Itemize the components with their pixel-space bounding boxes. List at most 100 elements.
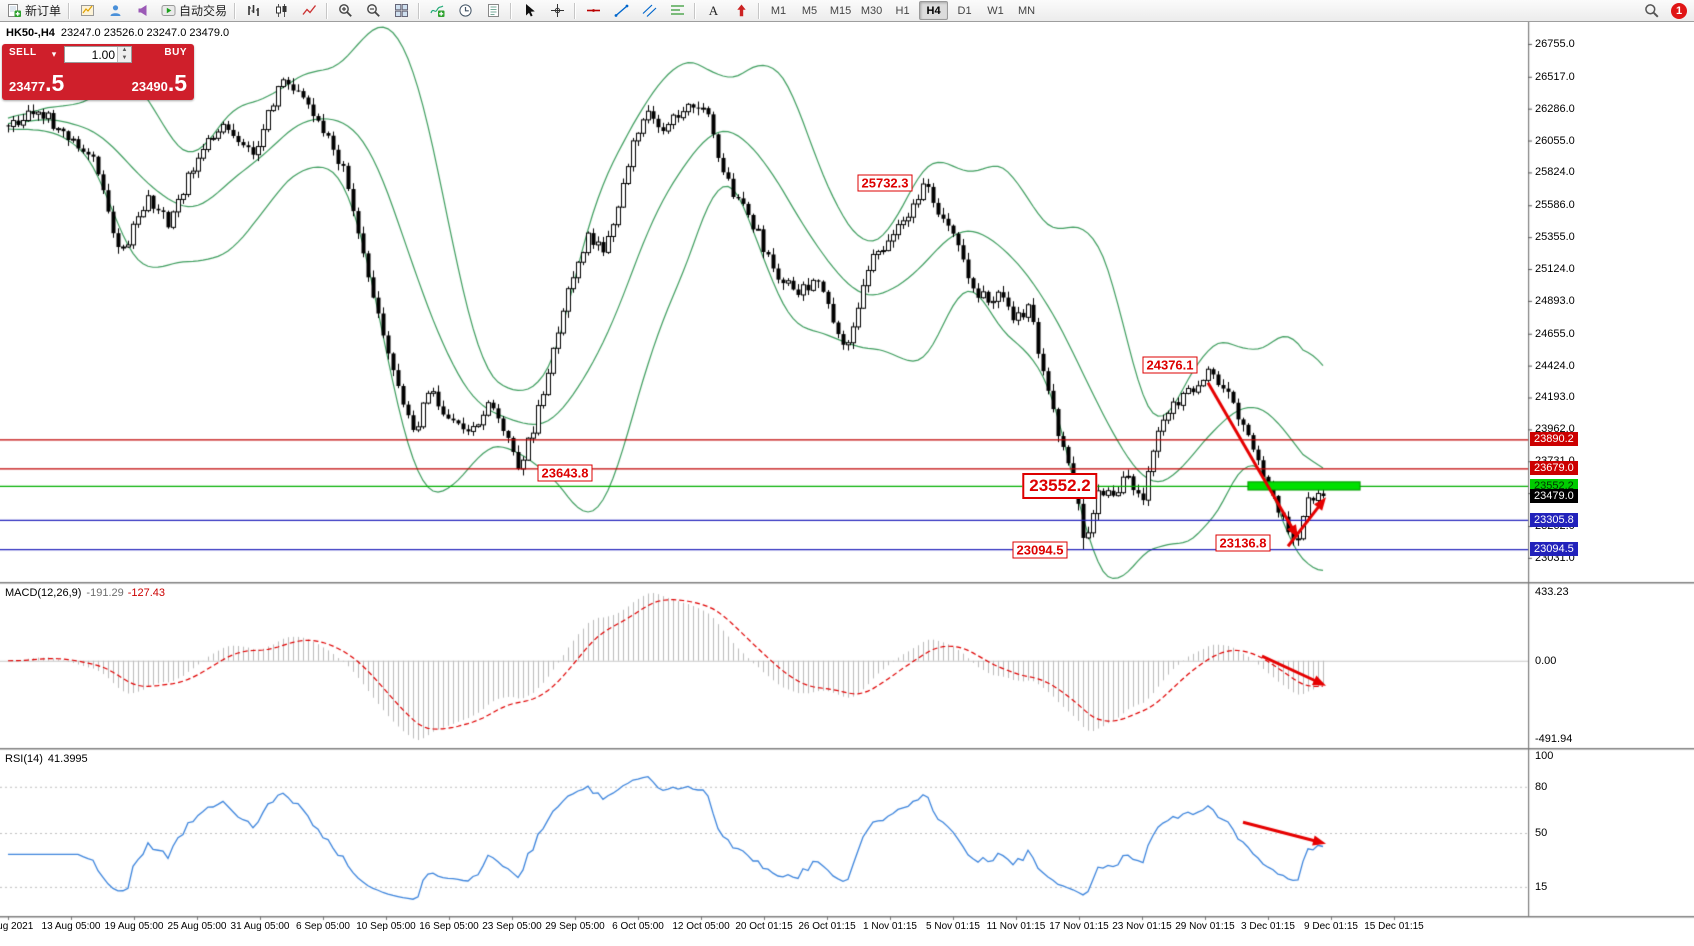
timeframe-h1-button[interactable]: H1	[895, 4, 910, 17]
price-annotation[interactable]: 23136.8	[1215, 534, 1271, 552]
indicators-button[interactable]	[423, 0, 451, 22]
timeframe-h4-button[interactable]: H4	[919, 1, 949, 20]
trendline-icon	[614, 3, 629, 18]
macd-axis-label: 433.23	[1535, 586, 1569, 598]
price-badge: 23305.8	[1530, 512, 1578, 527]
price-annotation[interactable]: 23552.2	[1022, 472, 1098, 499]
timeframe-w1-button[interactable]: W1	[987, 4, 1004, 17]
chart-canvas[interactable]	[0, 22, 1694, 946]
toolbar-separator	[68, 2, 71, 19]
crosshair-button[interactable]	[543, 0, 571, 22]
chart-area: HK50-,H4 23247.0 23526.0 23247.0 23479.0 …	[0, 22, 1694, 946]
time-axis-label: 6 Oct 05:00	[612, 921, 664, 932]
candles-icon	[274, 3, 289, 18]
volume-input[interactable]: 1.00 ▲ ▼	[64, 46, 132, 63]
arrows-tool-button[interactable]	[727, 0, 755, 22]
price-axis-label: 26755.0	[1535, 37, 1575, 50]
trade-options-dropdown-icon[interactable]: ▾	[51, 49, 57, 59]
ohlc-values: 23247.0 23526.0 23247.0 23479.0	[60, 27, 230, 39]
text-tool-button[interactable]: A	[699, 0, 727, 22]
price-axis-label: 25586.0	[1535, 199, 1575, 212]
macd-axis-label: -491.94	[1535, 733, 1573, 745]
volume-up-button[interactable]: ▲	[118, 47, 131, 55]
tile-windows-icon	[394, 3, 409, 18]
fibonacci-button[interactable]	[663, 0, 691, 22]
search-icon[interactable]	[1637, 0, 1665, 22]
chart-window-button[interactable]	[73, 0, 101, 22]
cursor-icon	[522, 3, 537, 18]
line-chart-icon	[301, 3, 317, 18]
toolbar-separator	[574, 2, 577, 19]
price-axis-label: 26517.0	[1535, 70, 1575, 83]
timeframe-m15-button[interactable]: M15	[829, 4, 852, 17]
time-axis-label: 3 Dec 01:15	[1241, 921, 1295, 932]
price-annotation[interactable]: 23643.8	[537, 464, 593, 482]
trendline-button[interactable]	[607, 0, 635, 22]
zoom-in-icon	[338, 3, 353, 18]
profiles-button[interactable]	[101, 0, 129, 22]
volume-down-button[interactable]: ▼	[118, 54, 131, 62]
auto-trading-icon	[161, 3, 176, 18]
time-axis-label: 11 Nov 01:15	[986, 921, 1046, 932]
buy-price[interactable]: 23490.5	[131, 70, 187, 96]
timeframe-m30-button[interactable]: M30	[860, 4, 883, 17]
timeframe-m5-button[interactable]: M5	[801, 4, 818, 17]
time-axis-label: 9 Dec 01:15	[1304, 921, 1358, 932]
volume-value: 1.00	[91, 47, 115, 62]
volume-stepper: ▲ ▼	[117, 47, 131, 62]
toolbar-separator	[694, 2, 697, 19]
timeframe-mn-button[interactable]: MN	[1017, 4, 1036, 17]
price-annotation[interactable]: 25732.3	[857, 174, 913, 192]
templates-button[interactable]	[479, 0, 507, 22]
price-axis-label: 24193.0	[1535, 391, 1575, 404]
price-axis-label: 26286.0	[1535, 102, 1575, 115]
candle-chart-mode-button[interactable]	[267, 0, 295, 22]
symbol-name: HK50-,H4	[6, 27, 55, 39]
sell-button[interactable]: SELL	[9, 47, 37, 58]
templates-icon	[486, 3, 501, 18]
notification-badge[interactable]: 1	[1671, 2, 1687, 19]
toolbar-right-group: 1	[1637, 0, 1691, 22]
price-axis-label: 25355.0	[1535, 231, 1575, 244]
auto-trading-button[interactable]: 自动交易	[157, 0, 231, 22]
price-annotation[interactable]: 23094.5	[1012, 541, 1068, 559]
timeframe-m1-button[interactable]: M1	[770, 4, 787, 17]
price-badge: 23094.5	[1530, 542, 1578, 557]
horizontal-line-button[interactable]	[579, 0, 607, 22]
bars-icon	[246, 3, 261, 18]
text-icon: A	[706, 3, 721, 18]
buy-button[interactable]: BUY	[164, 47, 187, 58]
price-annotation[interactable]: 24376.1	[1142, 356, 1198, 374]
price-axis-label: 24893.0	[1535, 294, 1575, 307]
fibo-icon	[670, 3, 685, 18]
time-axis-label: 5 Aug 2021	[0, 921, 34, 932]
time-axis-label: 1 Nov 01:15	[863, 921, 917, 932]
rsi-axis-label: 80	[1535, 780, 1548, 793]
time-axis-label: 16 Sep 05:00	[419, 921, 479, 932]
price-badge: 23679.0	[1530, 461, 1578, 476]
zoom-in-button[interactable]	[331, 0, 359, 22]
time-axis-label: 23 Sep 05:00	[482, 921, 542, 932]
channel-button[interactable]	[635, 0, 663, 22]
sell-price[interactable]: 23477.5	[9, 70, 65, 96]
main-toolbar: 新订单 自动交易 A M1 M5 M15 M30 H1 H4 D1 W1 MN 1	[0, 0, 1694, 22]
time-axis-label: 25 Aug 05:00	[167, 921, 227, 932]
line-chart-mode-button[interactable]	[295, 0, 323, 22]
timeframe-d1-button[interactable]: D1	[957, 4, 972, 17]
rsi-axis-label: 100	[1535, 750, 1554, 762]
periods-button[interactable]	[451, 0, 479, 22]
zoom-out-button[interactable]	[359, 0, 387, 22]
time-axis-label: 29 Sep 05:00	[545, 921, 605, 932]
time-axis-label: 23 Nov 01:15	[1112, 921, 1172, 932]
hline-icon	[586, 3, 601, 18]
time-axis-label: 5 Nov 01:15	[926, 921, 980, 932]
cursor-button[interactable]	[515, 0, 543, 22]
time-axis-label: 20 Oct 01:15	[735, 921, 793, 932]
tile-windows-button[interactable]	[387, 0, 415, 22]
profiles-icon	[108, 3, 123, 18]
alerts-button[interactable]	[129, 0, 157, 22]
new-order-button[interactable]: 新订单	[3, 0, 65, 22]
toolbar-separator	[758, 2, 761, 19]
time-axis-label: 26 Oct 01:15	[798, 921, 856, 932]
bar-chart-mode-button[interactable]	[239, 0, 267, 22]
